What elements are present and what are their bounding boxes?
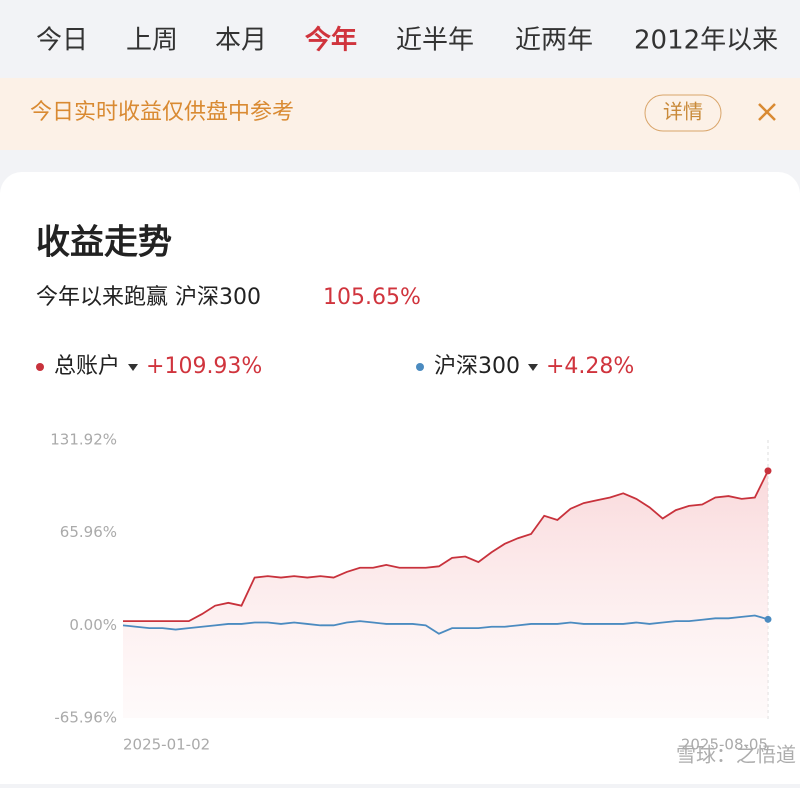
end-dot — [764, 615, 772, 623]
legend-caret[interactable] — [528, 364, 538, 371]
series-line — [122, 614, 769, 635]
y-tick-label: 0.00% — [69, 616, 117, 634]
end-dot — [764, 467, 772, 475]
legend-name[interactable]: 总账户 — [54, 354, 120, 379]
tab[interactable]: 近半年 — [396, 26, 474, 56]
legend-value: +4.28% — [546, 354, 634, 379]
tab[interactable]: 近两年 — [515, 26, 593, 56]
details-label[interactable]: 详情 — [663, 100, 703, 124]
watermark: 雪球：之悟道 — [676, 743, 796, 767]
legend-dot — [416, 363, 424, 371]
tab[interactable]: 上周 — [126, 26, 178, 56]
legend-name[interactable]: 沪深300 — [434, 354, 520, 379]
x-tick-label: 2025-08-05 — [681, 736, 768, 754]
card-title: 收益走势 — [36, 223, 172, 263]
series-line — [123, 470, 769, 623]
tab-bar — [0, 0, 800, 78]
tab[interactable]: 今日 — [36, 26, 88, 56]
tab[interactable]: 本月 — [215, 26, 267, 56]
legend-caret[interactable] — [128, 364, 139, 371]
card-subtitle: 今年以来跑赢 沪深300 — [36, 285, 261, 310]
banner — [0, 78, 800, 150]
y-tick-label: 131.92% — [50, 431, 117, 449]
tab[interactable]: 2012年以来 — [634, 26, 778, 56]
area-fill — [123, 470, 768, 718]
legend-dot — [36, 363, 44, 371]
details-button[interactable] — [644, 94, 722, 132]
x-tick-label: 2025-01-02 — [123, 736, 210, 754]
y-tick-label: 65.96% — [60, 523, 117, 541]
subtitle-value: 105.65% — [323, 285, 421, 310]
legend-value: +109.93% — [146, 354, 262, 379]
y-tick-label: -65.96% — [54, 709, 117, 727]
banner-text: 今日实时收益仅供盘中参考 — [30, 100, 294, 125]
tab[interactable]: 今年 — [305, 25, 357, 56]
close-icon[interactable] — [758, 103, 776, 121]
